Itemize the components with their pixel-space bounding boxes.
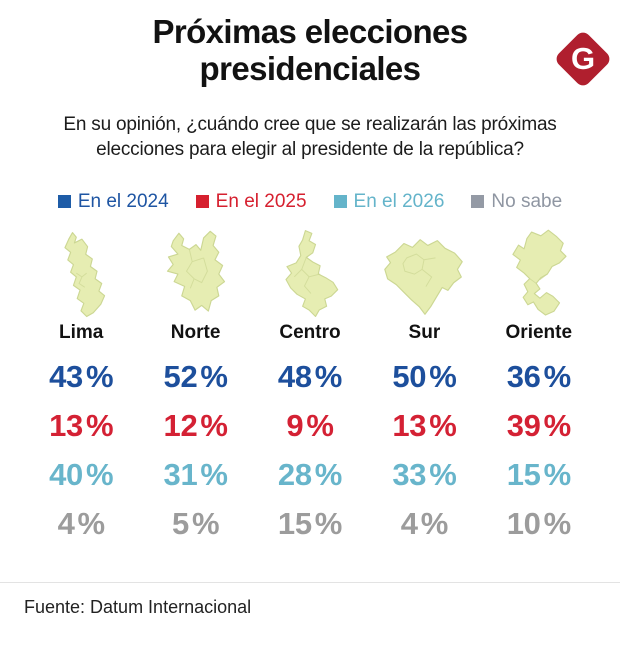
value-nosabe-norte: 5% xyxy=(171,506,220,542)
region-label-centro: Centro xyxy=(279,321,341,343)
value-nosabe-oriente: 10% xyxy=(506,506,571,542)
title-line-1: Próximas elecciones xyxy=(152,13,468,50)
page-title: Próximas elecciones presidenciales xyxy=(0,13,620,88)
value-2026-norte: 31% xyxy=(163,457,228,493)
legend-label-2025: En el 2025 xyxy=(215,190,307,212)
value-nosabe-sur: 4% xyxy=(400,506,449,542)
region-labels-row: Lima Norte Centro Sur Oriente xyxy=(0,321,620,345)
legend-item-nosabe: No sabe xyxy=(471,191,562,213)
legend-swatch-2024-icon xyxy=(57,195,71,209)
value-2026-sur: 33% xyxy=(392,457,457,493)
region-label-sur: Sur xyxy=(408,321,441,343)
source-footer: Fuente: Datum Internacional xyxy=(0,582,620,618)
legend-item-2026: En el 2026 xyxy=(333,190,445,213)
legend-item-2024: En el 2024 xyxy=(57,190,169,213)
legend-item-2025: En el 2025 xyxy=(195,190,307,213)
question-line-1: En su opinión, ¿cuándo cree que se reali… xyxy=(63,113,557,135)
region-label-lima: Lima xyxy=(59,321,104,343)
legend-swatch-2026-icon xyxy=(333,195,347,209)
source-text: Fuente: Datum Internacional xyxy=(24,597,252,617)
row-nosabe: 4% 5% 15% 4% 10% xyxy=(0,500,620,549)
legend: En el 2024 En el 2025 En el 2026 No sabe xyxy=(0,191,620,213)
region-label-oriente: Oriente xyxy=(505,321,573,343)
legend-label-2026: En el 2026 xyxy=(353,190,445,212)
row-2024: 43% 52% 48% 50% 36% xyxy=(0,353,620,402)
value-2026-lima: 40% xyxy=(49,457,114,493)
value-2024-lima: 43% xyxy=(49,359,114,395)
value-2024-oriente: 36% xyxy=(506,359,571,395)
survey-question: En su opinión, ¿cuándo cree que se reali… xyxy=(0,112,620,162)
legend-swatch-2025-icon xyxy=(195,195,209,209)
value-2025-sur: 13% xyxy=(392,408,457,444)
value-2025-norte: 12% xyxy=(163,408,228,444)
value-nosabe-lima: 4% xyxy=(57,506,106,542)
legend-swatch-nosabe-icon xyxy=(471,195,485,209)
value-2025-oriente: 39% xyxy=(506,408,571,444)
title-line-2: presidenciales xyxy=(199,49,422,87)
value-2024-norte: 52% xyxy=(163,359,228,395)
value-2025-centro: 9% xyxy=(286,408,334,444)
logo-letter: G xyxy=(570,40,596,76)
question-line-2: elecciones para elegir al presidente de … xyxy=(96,138,524,160)
map-norte-icon xyxy=(138,223,252,321)
value-2024-centro: 48% xyxy=(277,359,343,395)
value-2025-lima: 13% xyxy=(49,408,114,444)
value-2024-sur: 50% xyxy=(392,359,457,395)
value-2026-centro: 28% xyxy=(277,457,343,493)
legend-label-nosabe: No sabe xyxy=(491,190,563,212)
region-label-norte: Norte xyxy=(170,321,221,343)
map-lima-icon xyxy=(24,223,138,321)
maps-row xyxy=(0,223,620,321)
value-nosabe-centro: 15% xyxy=(277,506,343,542)
map-oriente-icon xyxy=(482,223,596,321)
data-rows: 43% 52% 48% 50% 36% 13% 12% 9% 13% 39% 4… xyxy=(0,353,620,549)
map-centro-icon xyxy=(253,223,367,321)
row-2026: 40% 31% 28% 33% 15% xyxy=(0,451,620,500)
row-2025: 13% 12% 9% 13% 39% xyxy=(0,402,620,451)
legend-label-2024: En el 2024 xyxy=(77,190,169,212)
map-sur-icon xyxy=(367,223,481,321)
gestion-logo: G xyxy=(552,28,614,90)
value-2026-oriente: 15% xyxy=(506,457,571,493)
